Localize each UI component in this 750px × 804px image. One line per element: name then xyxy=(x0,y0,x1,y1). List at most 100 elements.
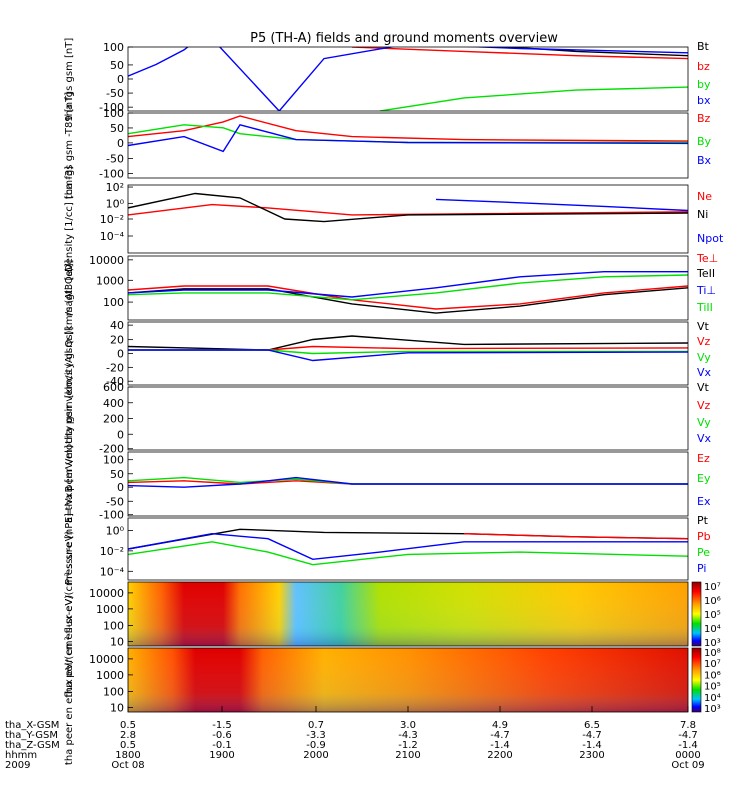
colorbar-tick-label: 10⁴ xyxy=(704,693,721,704)
x-tick-label: 0.5 xyxy=(120,740,136,751)
series-TiII xyxy=(128,274,688,301)
y-tick-label: -50 xyxy=(106,495,124,508)
colorbar-tick-label: 10⁷ xyxy=(704,659,721,670)
y-tick-label: 50 xyxy=(110,468,124,481)
y-tick-label: 400 xyxy=(103,397,124,410)
legend-Pi: Pi xyxy=(697,562,706,575)
y-tick-label: 0 xyxy=(117,481,124,494)
y-tick-label: 100 xyxy=(103,107,124,120)
x-tick-label: -0.6 xyxy=(212,730,232,741)
x-tick-label: 1900 xyxy=(209,750,234,761)
y-tick-label: 200 xyxy=(103,413,124,426)
spectrogram-shade xyxy=(128,582,688,646)
x-tick-label: -1.5 xyxy=(212,720,232,731)
series-bz xyxy=(351,47,688,60)
y-tick-label: 50 xyxy=(110,59,124,72)
y-tick-label: 10⁰ xyxy=(106,197,125,210)
legend-TiII: TiII xyxy=(696,301,713,314)
y-tick-label: 10⁻⁴ xyxy=(100,565,125,578)
y-axis-label: tha peer en eflux eV/(cm²-s-sr-eV) xyxy=(64,595,75,765)
legend-Ni: Ni xyxy=(697,208,708,221)
y-axis-label: tha fgs gsm [nT] xyxy=(64,38,75,121)
y-tick-label: 10 xyxy=(110,702,124,715)
plot-title: P5 (TH-A) fields and ground moments over… xyxy=(250,31,558,46)
x-tick-label: 0000 xyxy=(675,750,700,761)
legend-Vt: Vt xyxy=(697,320,710,333)
y-tick-label: 10⁻² xyxy=(100,213,124,226)
series-Npot xyxy=(435,198,688,212)
x-tick-label: -4.7 xyxy=(678,730,698,741)
x-tick-label: Oct 08 xyxy=(111,760,144,771)
colorbar xyxy=(691,647,702,713)
colorbar-tick-label: 10⁴ xyxy=(704,624,721,635)
y-tick-label: 10000 xyxy=(89,587,124,600)
legend-bz: bz xyxy=(697,60,710,73)
y-tick-label: 10⁰ xyxy=(106,524,125,537)
legend-Ey: Ey xyxy=(697,472,711,485)
legend-Ti⊥: Ti⊥ xyxy=(696,284,716,297)
series-lines xyxy=(128,47,688,111)
x-tick-label: 1800 xyxy=(115,750,140,761)
series-Vt xyxy=(128,335,688,351)
colorbar-tick-label: 10⁷ xyxy=(704,582,721,593)
legend-Pb: Pb xyxy=(697,530,711,543)
series-lines xyxy=(128,115,688,153)
panel-density: Ne Ni Npot 10² 10⁰ 10⁻² 10⁻⁴ Density [1/cc] [cm… xyxy=(64,166,724,272)
panel-frame xyxy=(127,581,689,647)
x-tick-label: 2200 xyxy=(487,750,512,761)
colorbar-tick-label: 10⁵ xyxy=(704,610,721,621)
y-tick-label: 100 xyxy=(103,296,124,309)
series-Pb xyxy=(463,533,688,540)
series-lines xyxy=(128,335,688,362)
colorbar-tick-label: 10⁵ xyxy=(704,682,721,693)
x-tick-label: -0.1 xyxy=(212,740,232,751)
y-axis-label: magt3 [eV] xyxy=(64,260,75,317)
legend-Pt: Pt xyxy=(697,514,709,527)
legend-Vz: Vz xyxy=(697,335,711,348)
x-tick-label: -1.4 xyxy=(678,740,698,751)
x-tick-label: -3.3 xyxy=(306,730,326,741)
colorbar-tick-label: 10³ xyxy=(704,704,721,715)
x-tick-label: -4.7 xyxy=(490,730,510,741)
series-Bz xyxy=(128,115,688,142)
x-tick-label: 0.7 xyxy=(308,720,324,731)
series-Pe xyxy=(128,541,688,566)
y-axis-label: tha peer velocity gsm [km/s (All Qs)] xyxy=(64,327,75,511)
y-axis-label: tha peir en eflux eV/(cm²-s-sr-eV) xyxy=(64,530,75,697)
series-Pi xyxy=(128,532,688,561)
spectrogram xyxy=(128,648,688,712)
x-axis-labels: tha_X-GSM 0.5 -1.5 0.7 3.0 4.9 6.5 7.8 tha_Y-GSM… xyxy=(5,706,705,771)
y-tick-label: 10⁻² xyxy=(100,545,124,558)
y-tick-label: -100 xyxy=(99,509,124,522)
series-by xyxy=(379,86,688,111)
legend-Vy: Vy xyxy=(697,416,711,429)
y-tick-label: 50 xyxy=(110,122,124,135)
x-row-label: tha_Z-GSM xyxy=(5,740,60,751)
y-tick-label: -50 xyxy=(106,153,124,166)
spectrogram xyxy=(128,582,688,646)
colorbar-tick-label: 10⁸ xyxy=(704,648,721,659)
x-tick-label: 2100 xyxy=(395,750,420,761)
legend-Ne: Ne xyxy=(697,190,712,203)
legend-Vt: Vt xyxy=(697,381,710,394)
y-tick-label: -100 xyxy=(99,101,124,114)
y-tick-label: 0 xyxy=(117,348,124,361)
legend-Te⊥: Te⊥ xyxy=(696,252,718,265)
x-tick-label: -1.4 xyxy=(582,740,602,751)
panel-frame xyxy=(127,517,689,581)
series-Pt xyxy=(128,528,688,550)
x-tick-label: -1.4 xyxy=(490,740,510,751)
y-axis-label: E=-VxB [mV/m] xyxy=(64,445,75,523)
y-axis-label: Density [1/cc] [cm-3] xyxy=(64,166,75,272)
legend-by: by xyxy=(697,78,711,91)
x-row-label: hhmm xyxy=(5,750,37,761)
y-tick-label: 600 xyxy=(103,381,124,394)
legend-Pe: Pe xyxy=(697,546,710,559)
y-tick-label: -200 xyxy=(99,443,124,456)
y-axis-label: Pressure [nPa] xyxy=(64,513,75,585)
y-tick-label: 10² xyxy=(106,181,124,194)
